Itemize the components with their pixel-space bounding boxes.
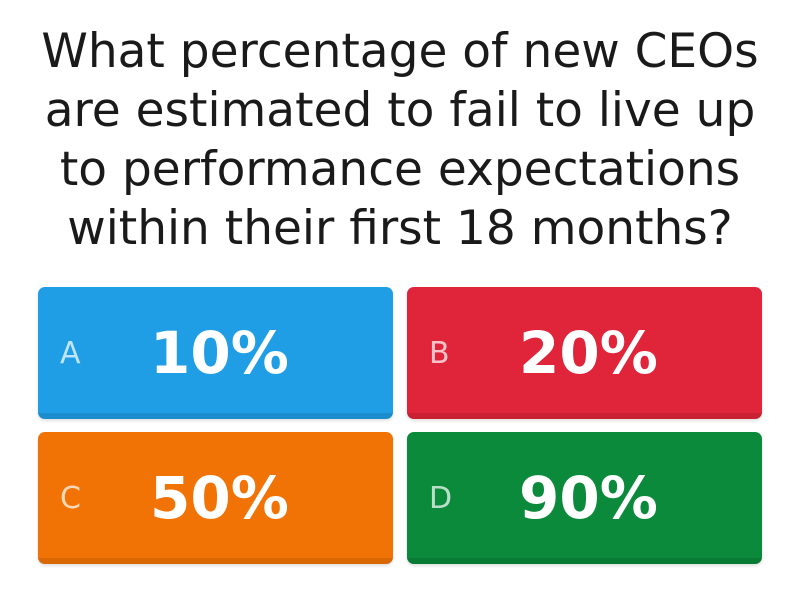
answer-letter: B	[429, 335, 450, 371]
question-line: to performance expectations	[59, 142, 741, 197]
answer-value: 50%	[150, 464, 289, 532]
question-line: within their first 18 months?	[67, 201, 733, 256]
answer-shadow	[38, 558, 393, 564]
answer-option-d[interactable]: D 90%	[407, 432, 762, 564]
question-line: What percentage of new CEOs	[41, 24, 759, 79]
question-text: What percentage of new CEOs are estimate…	[20, 22, 780, 258]
answer-option-a[interactable]: A 10%	[38, 287, 393, 419]
answer-option-b[interactable]: B 20%	[407, 287, 762, 419]
answer-value: 90%	[519, 464, 658, 532]
question-line: are estimated to fail to live up	[44, 83, 756, 138]
answer-letter: A	[60, 335, 81, 371]
answer-shadow	[407, 558, 762, 564]
answer-value: 20%	[519, 319, 658, 387]
answer-letter: D	[429, 480, 453, 516]
answer-grid: A 10% B 20% C 50% D 90%	[38, 287, 762, 564]
answer-shadow	[407, 413, 762, 419]
answer-shadow	[38, 413, 393, 419]
answer-value: 10%	[150, 319, 289, 387]
answer-letter: C	[60, 480, 81, 516]
answer-option-c[interactable]: C 50%	[38, 432, 393, 564]
